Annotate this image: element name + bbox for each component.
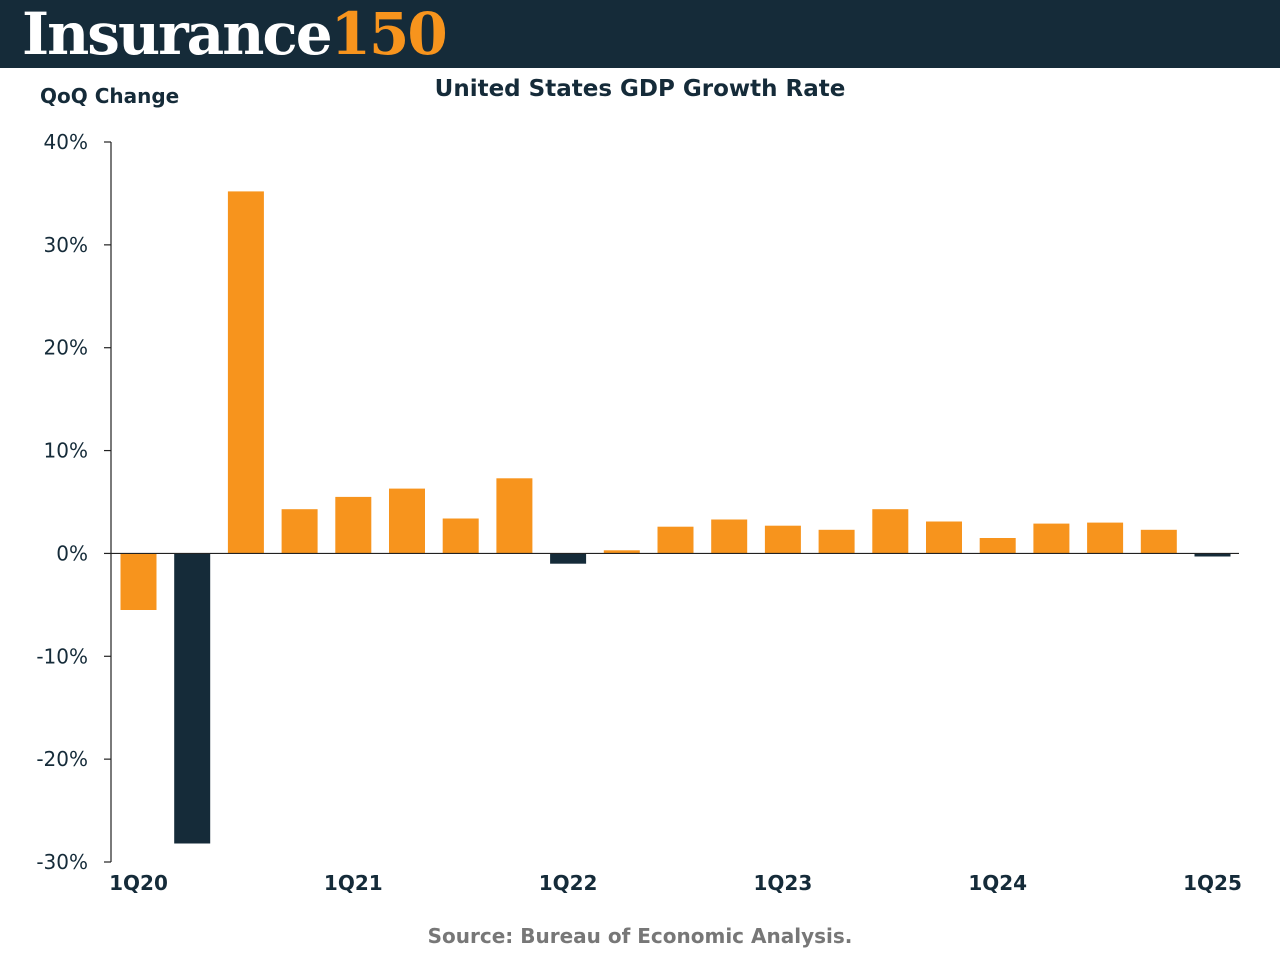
source-note: Source: Bureau of Economic Analysis. — [427, 924, 853, 948]
bar-2Q22 — [603, 550, 640, 554]
y-tick-labels: 40% 30% 20% 10% 0% -10% -20% -30% — [36, 130, 88, 874]
bar-2Q21 — [389, 488, 425, 554]
y-tick-label: 30% — [44, 233, 88, 257]
bar-4Q23 — [926, 521, 962, 554]
axes-group — [104, 141, 1239, 863]
y-tick-label: -20% — [36, 747, 88, 771]
y-tick-label: 40% — [44, 130, 88, 154]
bar-2Q23 — [818, 529, 855, 554]
y-tick-label: 10% — [44, 439, 88, 463]
bar-3Q22 — [657, 526, 694, 554]
y-tick-label: 20% — [44, 336, 88, 360]
bar-4Q20 — [281, 509, 318, 554]
bar-1Q20 — [120, 553, 157, 610]
bar-4Q24 — [1140, 529, 1177, 554]
bar-1Q22 — [550, 553, 587, 564]
bar-1Q25 — [1194, 553, 1231, 557]
bar-3Q21 — [442, 518, 479, 554]
bar-1Q24 — [979, 538, 1016, 554]
bar-3Q20 — [227, 191, 264, 554]
x-tick-label: 1Q21 — [324, 871, 383, 895]
y-axis-title: QoQ Change — [40, 84, 180, 108]
bar-2Q24 — [1033, 523, 1070, 554]
x-tick-label: 1Q25 — [1183, 871, 1242, 895]
bar-3Q24 — [1087, 522, 1124, 554]
x-tick-label: 1Q24 — [968, 871, 1027, 895]
brand-logo: Insurance150 — [22, 0, 448, 68]
y-tick-label: -10% — [36, 644, 88, 668]
y-tick-label: 0% — [56, 541, 88, 565]
logo-number: 150 — [330, 0, 448, 68]
bar-4Q21 — [496, 478, 533, 554]
bar-chart: 40%30%20%10%0%-10%-20%-30% 1Q20 1Q21 1Q22 1… — [36, 130, 1242, 895]
bar-4Q22 — [711, 519, 748, 554]
bar-1Q21 — [335, 496, 372, 554]
chart-title: United States GDP Growth Rate — [434, 76, 846, 102]
y-tick-label: -30% — [36, 850, 88, 874]
bar-3Q23 — [872, 509, 909, 554]
bar-2Q20 — [174, 553, 211, 844]
x-tick-label: 1Q23 — [754, 871, 813, 895]
bars-group — [120, 191, 1231, 844]
x-tick-label: 1Q20 — [109, 871, 168, 895]
header-bar: Insurance150 — [0, 0, 1280, 68]
logo-word: Insurance — [22, 0, 333, 68]
x-tick-labels: 1Q20 1Q21 1Q22 1Q23 1Q24 1Q25 — [109, 871, 1242, 895]
bar-1Q23 — [764, 525, 801, 554]
x-tick-label: 1Q22 — [539, 871, 598, 895]
